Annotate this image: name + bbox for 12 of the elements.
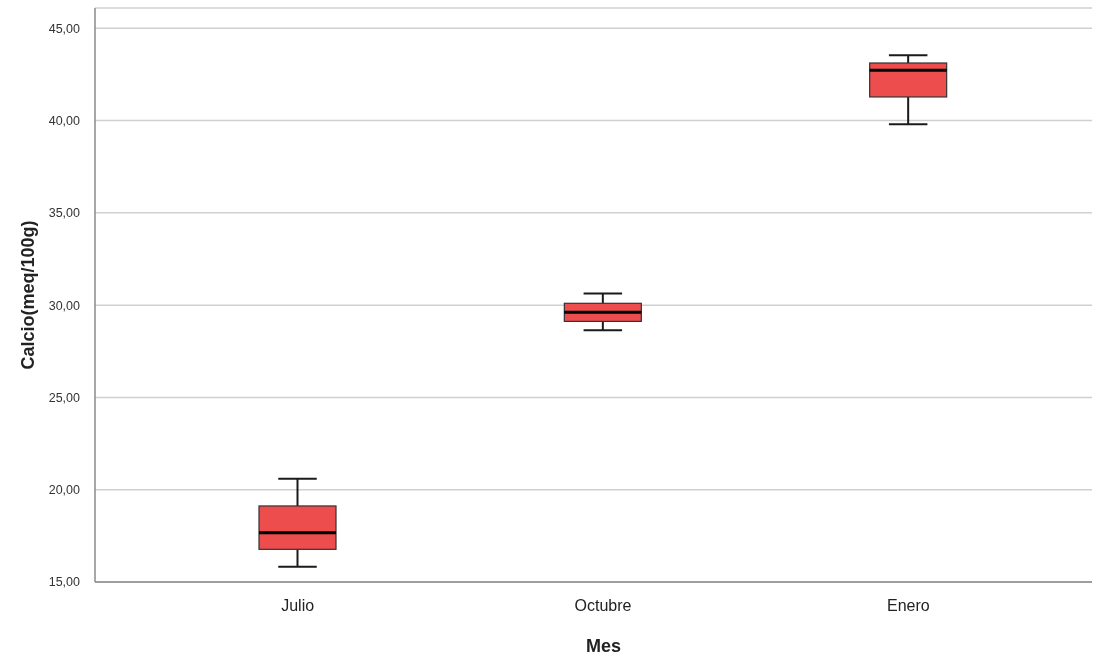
y-tick-label: 25,00 [48,390,81,405]
x-axis-title: Mes [585,636,622,656]
x-tick-label: Enero [886,597,930,615]
y-axis-title: Calcio(meq/100g) [18,220,38,370]
y-tick-label: 15,00 [48,575,81,590]
y-tick-label: 35,00 [48,206,81,221]
x-tick-label: Octubre [574,597,632,615]
y-tick-label: 45,00 [48,21,81,36]
y-tick-label: 30,00 [48,298,81,313]
x-tick-label: Julio [281,597,315,615]
y-tick-label: 40,00 [48,114,81,129]
y-tick-label: 20,00 [48,483,81,498]
